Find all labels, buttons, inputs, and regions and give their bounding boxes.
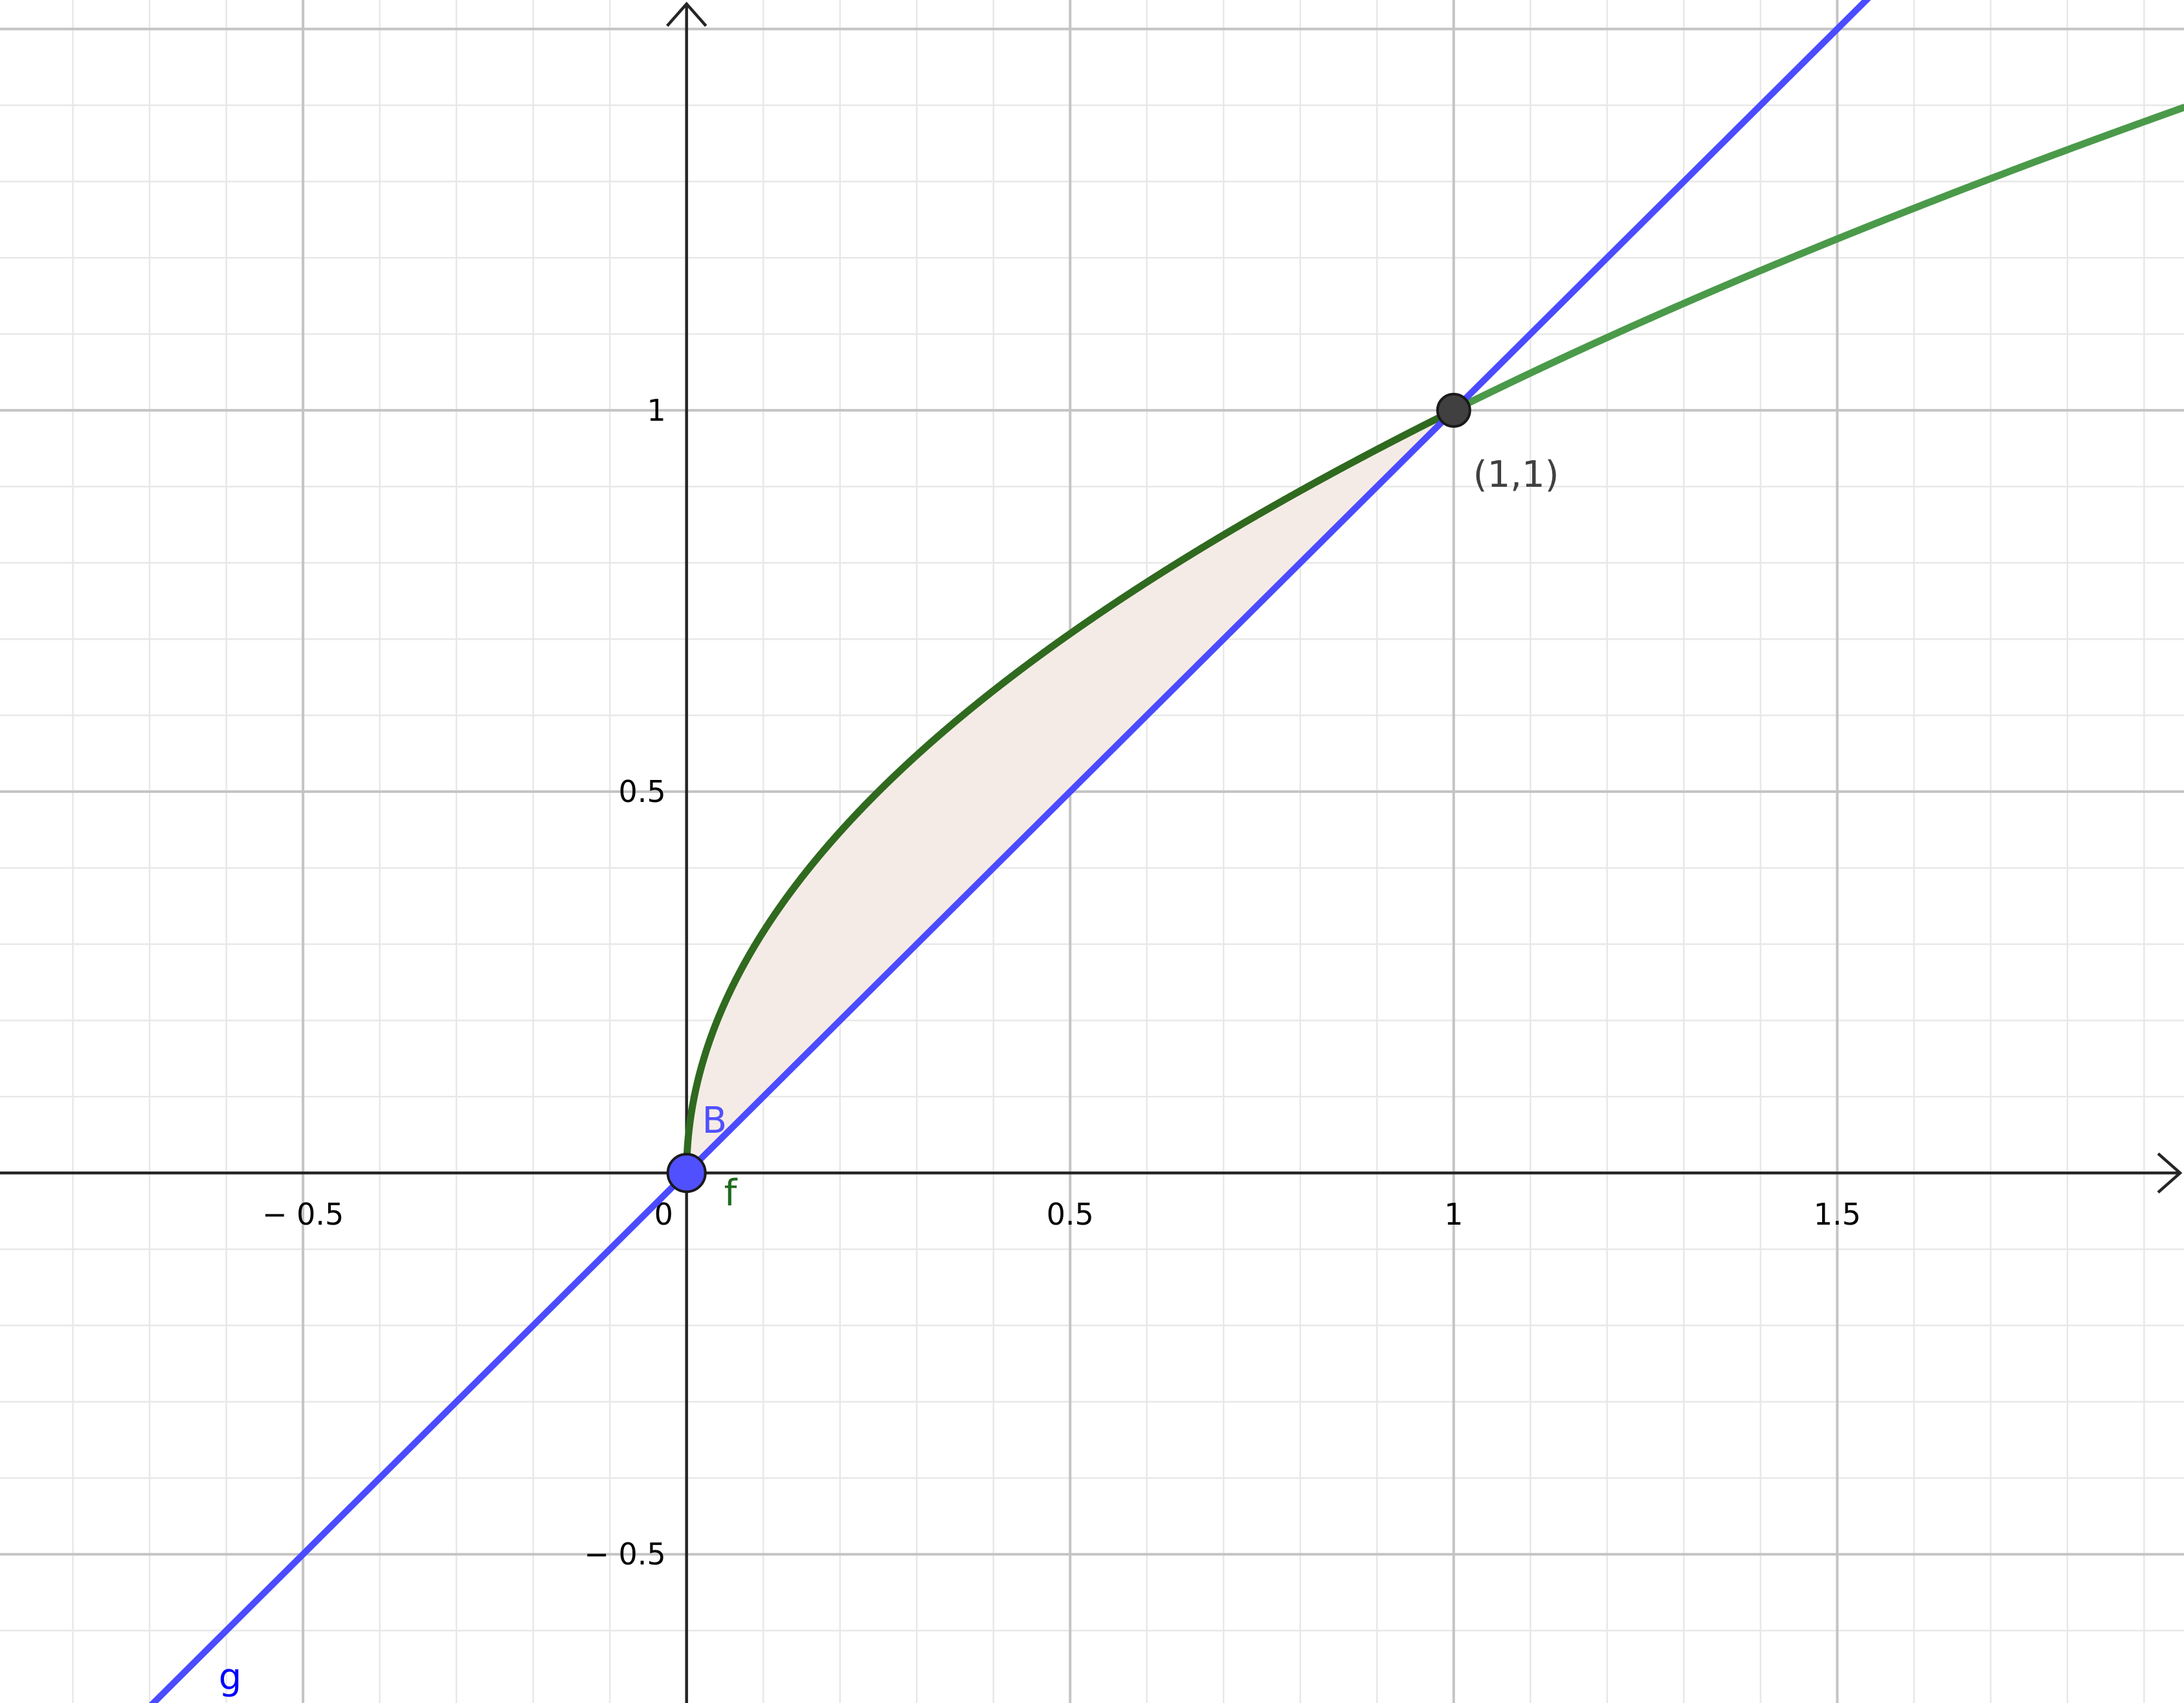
curve-f-label: f bbox=[724, 1172, 738, 1214]
point-b-label: B bbox=[702, 1100, 727, 1142]
line-g-label: g bbox=[219, 1656, 242, 1698]
y-tick-label: − 0.5 bbox=[584, 1537, 665, 1572]
point-intersection[interactable] bbox=[1436, 392, 1471, 428]
y-axis-arrow-icon bbox=[665, 1, 708, 27]
curve-f[interactable] bbox=[1450, 104, 2184, 414]
curve-f-shaded-segment[interactable] bbox=[683, 406, 1458, 1177]
point-b[interactable] bbox=[666, 1153, 707, 1194]
x-tick-label: 1.5 bbox=[1814, 1197, 1861, 1232]
point-intersection-label: (1,1) bbox=[1473, 454, 1559, 496]
x-tick-label: 0.5 bbox=[1047, 1197, 1094, 1232]
point-labels: B (1,1) f g bbox=[219, 454, 1559, 1698]
y-tick-label: 1 bbox=[647, 393, 665, 428]
tick-labels: − 0.5 0 0.5 1 1.5− 0.50.51 bbox=[262, 393, 1861, 1572]
x-tick-label: − 0.5 bbox=[262, 1197, 344, 1232]
x-tick-label: 1 bbox=[1444, 1197, 1463, 1232]
x-axis-arrow-icon bbox=[2157, 1152, 2183, 1194]
y-tick-label: 0.5 bbox=[619, 774, 666, 809]
points bbox=[666, 392, 1471, 1194]
